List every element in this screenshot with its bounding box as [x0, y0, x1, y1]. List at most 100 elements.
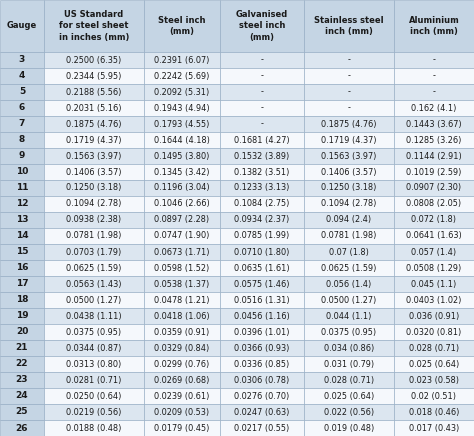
Bar	[394, 356, 474, 372]
Bar	[304, 116, 394, 132]
Bar	[144, 212, 220, 228]
Bar	[304, 228, 394, 244]
Bar	[44, 196, 144, 212]
Text: 0.0938 (2.38): 0.0938 (2.38)	[66, 215, 121, 225]
Bar	[144, 308, 220, 324]
Bar	[394, 244, 474, 260]
Text: 0.0313 (0.80): 0.0313 (0.80)	[66, 360, 122, 368]
Bar	[304, 148, 394, 164]
Bar	[304, 356, 394, 372]
Bar	[304, 196, 394, 212]
Text: 0.0336 (0.85): 0.0336 (0.85)	[234, 360, 290, 368]
Text: -: -	[433, 55, 436, 65]
Text: 0.0508 (1.29): 0.0508 (1.29)	[406, 263, 462, 272]
Bar	[0, 388, 44, 404]
Text: 23: 23	[16, 375, 28, 385]
Text: -: -	[261, 55, 264, 65]
Text: 0.0239 (0.61): 0.0239 (0.61)	[155, 392, 210, 401]
Text: 0.1532 (3.89): 0.1532 (3.89)	[234, 151, 290, 160]
Text: 0.0703 (1.79): 0.0703 (1.79)	[66, 248, 122, 256]
Text: 0.1285 (3.26): 0.1285 (3.26)	[406, 136, 462, 144]
Bar	[220, 52, 304, 68]
Bar	[44, 148, 144, 164]
Bar	[394, 404, 474, 420]
Text: 24: 24	[16, 392, 28, 401]
Text: 0.0306 (0.78): 0.0306 (0.78)	[234, 375, 290, 385]
Bar	[220, 148, 304, 164]
Text: -: -	[261, 119, 264, 129]
Bar	[44, 404, 144, 420]
Bar	[0, 196, 44, 212]
Bar	[394, 228, 474, 244]
Bar	[220, 420, 304, 436]
Bar	[144, 0, 220, 52]
Text: 0.031 (0.79): 0.031 (0.79)	[324, 360, 374, 368]
Bar	[144, 244, 220, 260]
Text: 0.0299 (0.76): 0.0299 (0.76)	[155, 360, 210, 368]
Bar	[304, 0, 394, 52]
Bar	[304, 52, 394, 68]
Text: 22: 22	[16, 360, 28, 368]
Text: Aluminium
inch (mm): Aluminium inch (mm)	[409, 16, 459, 36]
Bar	[220, 276, 304, 292]
Text: 0.0188 (0.48): 0.0188 (0.48)	[66, 423, 122, 433]
Bar	[44, 0, 144, 52]
Bar	[220, 228, 304, 244]
Bar	[304, 100, 394, 116]
Text: 0.0641 (1.63): 0.0641 (1.63)	[406, 232, 462, 241]
Text: 0.02 (0.51): 0.02 (0.51)	[411, 392, 456, 401]
Bar	[0, 276, 44, 292]
Bar	[0, 164, 44, 180]
Text: 0.018 (0.46): 0.018 (0.46)	[409, 408, 459, 416]
Bar	[220, 340, 304, 356]
Text: 0.1233 (3.13): 0.1233 (3.13)	[234, 184, 290, 193]
Text: 0.0250 (0.64): 0.0250 (0.64)	[66, 392, 122, 401]
Bar	[0, 132, 44, 148]
Text: 0.1943 (4.94): 0.1943 (4.94)	[154, 103, 210, 112]
Text: 0.044 (1.1): 0.044 (1.1)	[326, 311, 372, 320]
Bar	[394, 420, 474, 436]
Bar	[394, 148, 474, 164]
Text: 0.1495 (3.80): 0.1495 (3.80)	[155, 151, 210, 160]
Bar	[44, 244, 144, 260]
Text: 0.0320 (0.81): 0.0320 (0.81)	[406, 327, 462, 337]
Bar	[144, 340, 220, 356]
Text: 0.1094 (2.78): 0.1094 (2.78)	[66, 200, 122, 208]
Bar	[144, 324, 220, 340]
Text: 0.0478 (1.21): 0.0478 (1.21)	[154, 296, 210, 304]
Text: 0.0438 (1.11): 0.0438 (1.11)	[66, 311, 122, 320]
Bar	[394, 116, 474, 132]
Bar	[44, 100, 144, 116]
Bar	[0, 356, 44, 372]
Bar	[304, 180, 394, 196]
Bar	[304, 340, 394, 356]
Text: 0.0563 (1.43): 0.0563 (1.43)	[66, 279, 122, 289]
Text: 0.1250 (3.18): 0.1250 (3.18)	[321, 184, 377, 193]
Text: 0.1443 (3.67): 0.1443 (3.67)	[406, 119, 462, 129]
Bar	[220, 388, 304, 404]
Bar	[220, 100, 304, 116]
Text: 13: 13	[16, 215, 28, 225]
Text: 0.0329 (0.84): 0.0329 (0.84)	[155, 344, 210, 352]
Bar	[44, 292, 144, 308]
Text: 0.025 (0.64): 0.025 (0.64)	[409, 360, 459, 368]
Bar	[220, 308, 304, 324]
Text: Stainless steel
inch (mm): Stainless steel inch (mm)	[314, 16, 384, 36]
Bar	[144, 260, 220, 276]
Text: 0.028 (0.71): 0.028 (0.71)	[409, 344, 459, 352]
Bar	[144, 132, 220, 148]
Bar	[0, 228, 44, 244]
Bar	[220, 404, 304, 420]
Text: 0.0281 (0.71): 0.0281 (0.71)	[66, 375, 122, 385]
Text: 0.0625 (1.59): 0.0625 (1.59)	[321, 263, 377, 272]
Bar	[304, 68, 394, 84]
Bar	[144, 164, 220, 180]
Bar	[0, 148, 44, 164]
Bar	[304, 404, 394, 420]
Bar	[394, 164, 474, 180]
Text: 0.028 (0.71): 0.028 (0.71)	[324, 375, 374, 385]
Text: 0.057 (1.4): 0.057 (1.4)	[411, 248, 456, 256]
Text: 0.025 (0.64): 0.025 (0.64)	[324, 392, 374, 401]
Bar	[0, 308, 44, 324]
Text: 0.0781 (1.98): 0.0781 (1.98)	[321, 232, 377, 241]
